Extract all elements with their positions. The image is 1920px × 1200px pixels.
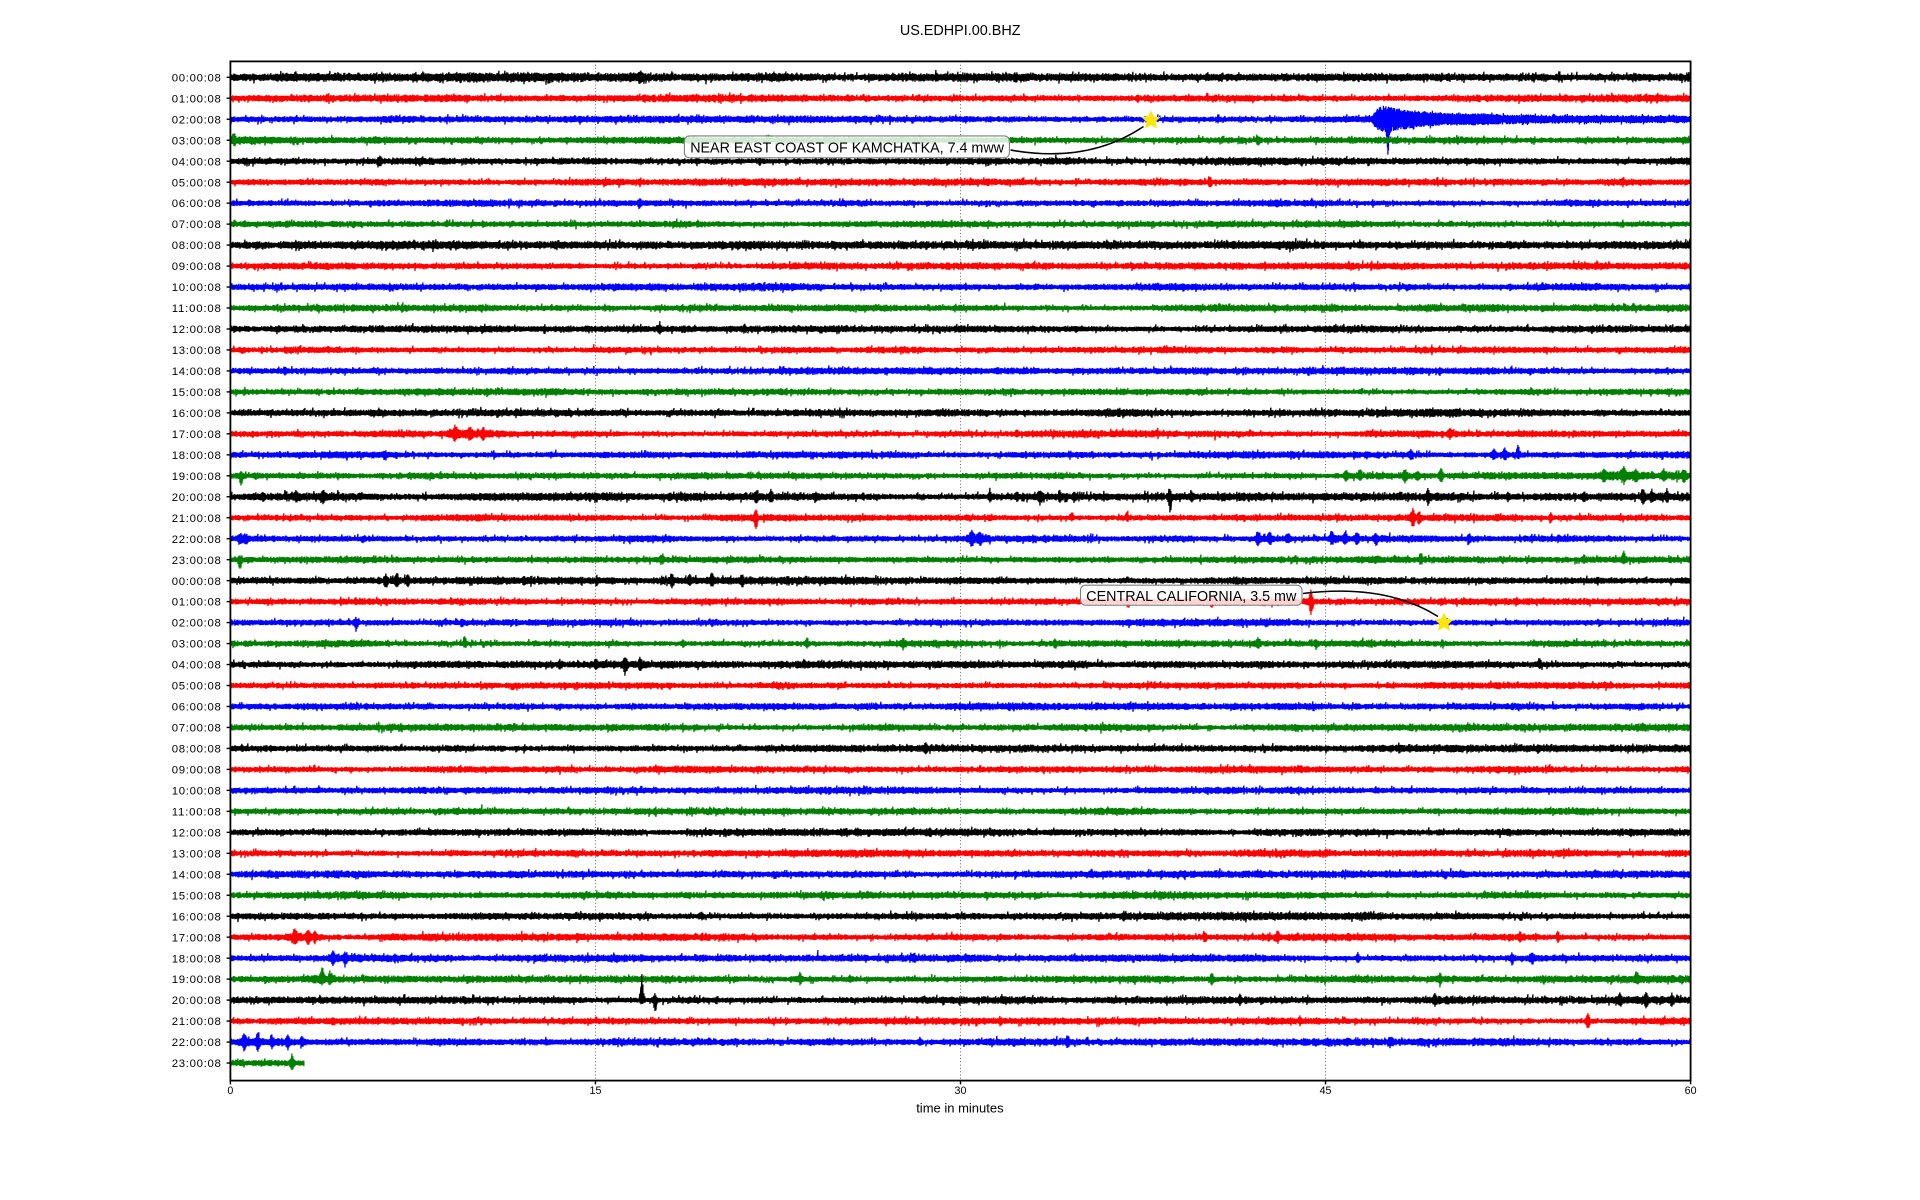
svg-text:04:00:08: 04:00:08 bbox=[172, 156, 221, 168]
svg-text:13:00:08: 13:00:08 bbox=[172, 848, 221, 860]
svg-text:10:00:08: 10:00:08 bbox=[172, 282, 221, 294]
svg-text:21:00:08: 21:00:08 bbox=[172, 1016, 221, 1028]
svg-text:07:00:08: 07:00:08 bbox=[172, 219, 221, 231]
svg-text:23:00:08: 23:00:08 bbox=[172, 555, 221, 567]
svg-text:NEAR EAST COAST OF KAMCHATKA,: NEAR EAST COAST OF KAMCHATKA, 7.4 mww bbox=[690, 141, 1004, 157]
svg-text:02:00:08: 02:00:08 bbox=[172, 114, 221, 126]
svg-text:60: 60 bbox=[1685, 1085, 1697, 1097]
svg-text:15:00:08: 15:00:08 bbox=[172, 890, 221, 902]
svg-text:US.EDHPI.00.BHZ: US.EDHPI.00.BHZ bbox=[900, 23, 1021, 39]
svg-text:10:00:08: 10:00:08 bbox=[172, 785, 221, 797]
svg-text:23:00:08: 23:00:08 bbox=[172, 1058, 221, 1070]
svg-text:01:00:08: 01:00:08 bbox=[172, 93, 221, 105]
svg-text:18:00:08: 18:00:08 bbox=[172, 450, 221, 462]
svg-text:00:00:08: 00:00:08 bbox=[172, 576, 221, 588]
svg-text:09:00:08: 09:00:08 bbox=[172, 261, 221, 273]
svg-text:05:00:08: 05:00:08 bbox=[172, 681, 221, 693]
svg-text:08:00:08: 08:00:08 bbox=[172, 744, 221, 756]
svg-text:02:00:08: 02:00:08 bbox=[172, 618, 221, 630]
svg-text:15: 15 bbox=[590, 1085, 602, 1097]
svg-text:06:00:08: 06:00:08 bbox=[172, 702, 221, 714]
svg-text:03:00:08: 03:00:08 bbox=[172, 639, 221, 651]
svg-text:04:00:08: 04:00:08 bbox=[172, 660, 221, 672]
svg-text:03:00:08: 03:00:08 bbox=[172, 135, 221, 147]
svg-text:CENTRAL CALIFORNIA, 3.5 mw: CENTRAL CALIFORNIA, 3.5 mw bbox=[1086, 589, 1297, 605]
svg-text:14:00:08: 14:00:08 bbox=[172, 869, 221, 881]
svg-text:30: 30 bbox=[955, 1085, 967, 1097]
svg-text:07:00:08: 07:00:08 bbox=[172, 723, 221, 735]
svg-text:14:00:08: 14:00:08 bbox=[172, 366, 221, 378]
svg-text:22:00:08: 22:00:08 bbox=[172, 1037, 221, 1049]
svg-text:11:00:08: 11:00:08 bbox=[172, 303, 221, 315]
svg-text:17:00:08: 17:00:08 bbox=[172, 429, 221, 441]
svg-text:20:00:08: 20:00:08 bbox=[172, 995, 221, 1007]
svg-text:16:00:08: 16:00:08 bbox=[172, 911, 221, 923]
svg-text:05:00:08: 05:00:08 bbox=[172, 177, 221, 189]
svg-text:00:00:08: 00:00:08 bbox=[172, 72, 221, 84]
svg-text:19:00:08: 19:00:08 bbox=[172, 471, 221, 483]
svg-text:15:00:08: 15:00:08 bbox=[172, 387, 221, 399]
svg-text:08:00:08: 08:00:08 bbox=[172, 240, 221, 252]
svg-text:12:00:08: 12:00:08 bbox=[172, 827, 221, 839]
svg-text:06:00:08: 06:00:08 bbox=[172, 198, 221, 210]
svg-text:22:00:08: 22:00:08 bbox=[172, 534, 221, 546]
svg-text:16:00:08: 16:00:08 bbox=[172, 408, 221, 420]
svg-text:11:00:08: 11:00:08 bbox=[172, 806, 221, 818]
svg-text:20:00:08: 20:00:08 bbox=[172, 492, 221, 504]
svg-text:19:00:08: 19:00:08 bbox=[172, 974, 221, 986]
svg-text:09:00:08: 09:00:08 bbox=[172, 765, 221, 777]
svg-text:17:00:08: 17:00:08 bbox=[172, 932, 221, 944]
svg-text:0: 0 bbox=[227, 1085, 233, 1097]
svg-text:21:00:08: 21:00:08 bbox=[172, 513, 221, 525]
svg-text:45: 45 bbox=[1320, 1085, 1332, 1097]
svg-text:01:00:08: 01:00:08 bbox=[172, 597, 221, 609]
svg-text:time in minutes: time in minutes bbox=[916, 1101, 1004, 1116]
svg-text:12:00:08: 12:00:08 bbox=[172, 324, 221, 336]
svg-text:13:00:08: 13:00:08 bbox=[172, 345, 221, 357]
svg-text:18:00:08: 18:00:08 bbox=[172, 953, 221, 965]
